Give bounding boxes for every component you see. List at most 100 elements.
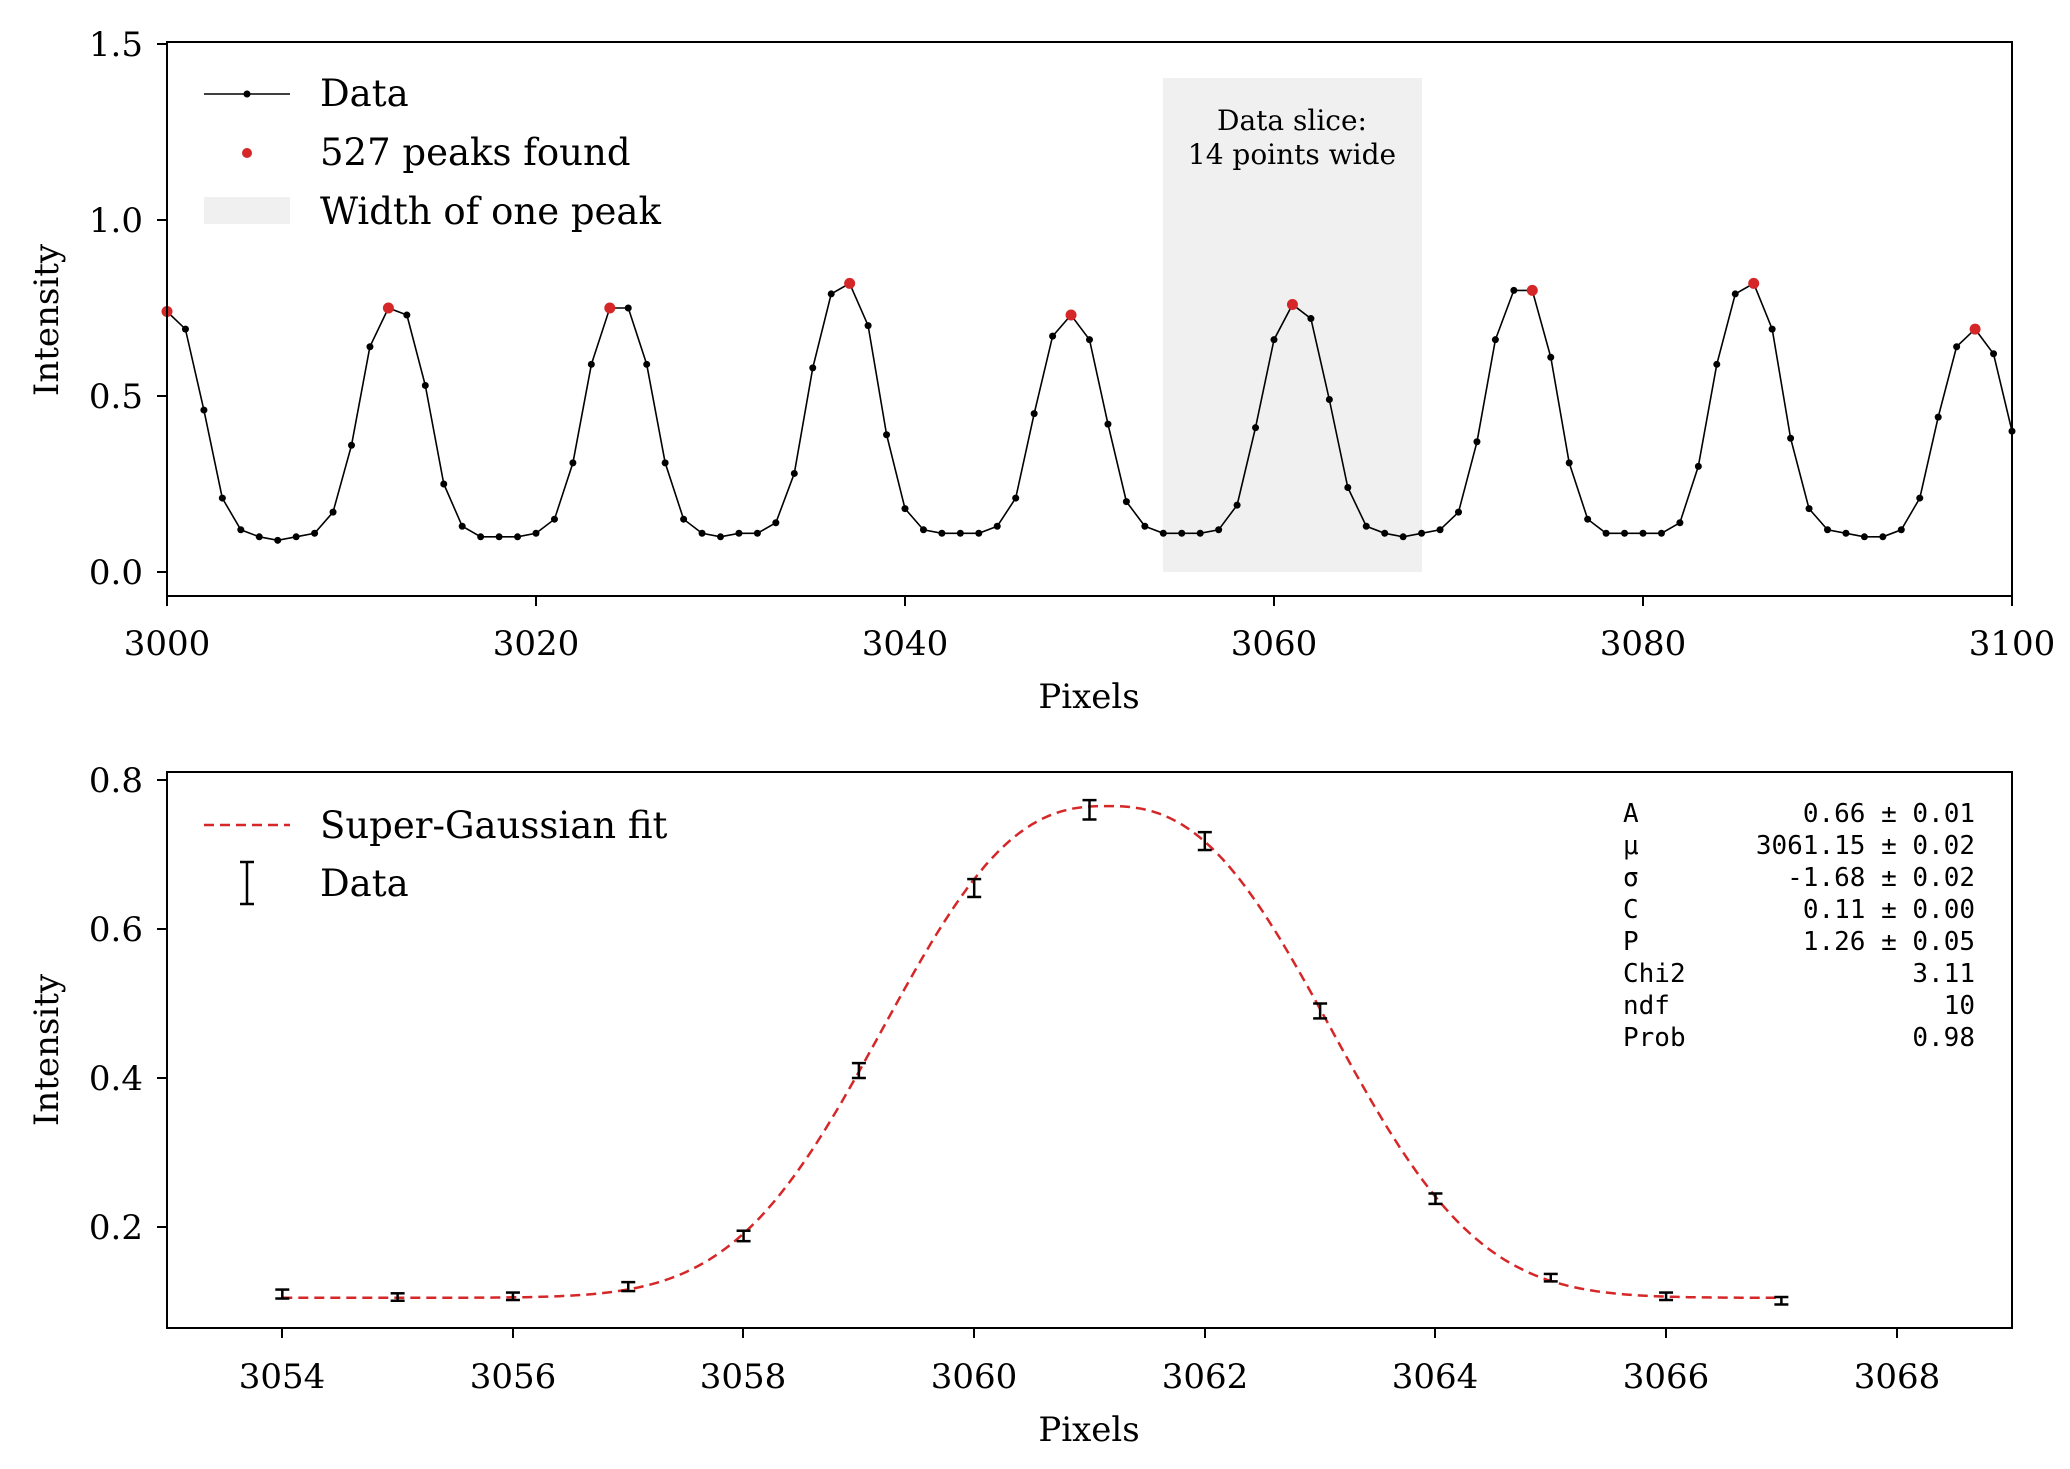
data-line [166,282,2013,542]
stat-value: 0.98 [1912,1023,1975,1053]
data-point [698,529,706,537]
data-point [292,533,300,541]
data-point [883,431,891,439]
data-point [1510,286,1518,294]
peak-marker [1748,277,1760,289]
data-point [1676,519,1684,527]
legend-band-swatch [204,197,290,224]
bottom-xaxis-label: Pixels [1038,1410,1139,1450]
bottom-ytick-label: 0.6 [89,910,143,950]
bottom-xtick-label: 3054 [239,1357,326,1397]
data-point [1215,526,1223,534]
data-point [348,441,355,449]
data-point [1602,529,1610,537]
bottom-panel: 3054 3056 3058 3060 3062 3064 3066 3068 … [27,761,2013,1450]
error-bar-point [1197,830,1212,852]
data-point [1824,526,1831,534]
data-point [790,469,798,477]
top-panel: 3000 3020 3040 3060 3080 3100 0.0 0.5 1.… [27,25,2055,717]
data-point [1916,494,1924,502]
bottom-xtick-label: 3058 [700,1357,787,1397]
bottom-xtick-label: 3060 [931,1357,1018,1397]
data-point [753,529,761,537]
legend-label-peaks: 527 peaks found [320,131,631,174]
data-point [901,505,909,513]
stat-value: 0.11 ± 0.00 [1803,895,1975,925]
top-ytick-label: 0.5 [89,377,143,417]
bottom-series-layer [275,798,1789,1306]
top-ytick-label: 1.5 [89,25,143,65]
stat-label: μ [1623,831,1639,861]
error-bar-point [736,1229,751,1243]
data-point [421,381,429,389]
error-bar-point [1543,1272,1558,1283]
top-xtick-label: 3020 [493,624,580,664]
top-plot-frame [166,41,2013,597]
error-bar-point [621,1280,636,1293]
error-bar-point [505,1291,520,1302]
error-bar-point [1313,1002,1328,1020]
error-bar-point [1428,1192,1443,1206]
data-point [311,529,319,537]
data-point [1768,325,1776,333]
peak-marker [1969,323,1981,335]
error-bar-point [275,1288,290,1300]
data-point [1399,533,1407,541]
bottom-ytick-label: 0.2 [89,1208,143,1248]
bottom-plot-frame [166,771,2013,1329]
data-point [827,290,835,298]
peak-marker [844,277,856,289]
stat-label: A [1623,799,1639,829]
data-point [1565,459,1573,467]
data-point [477,533,485,541]
peak-marker [1286,298,1298,310]
top-ytick-label: 0.0 [89,553,143,593]
data-point [200,406,208,414]
stat-value: 1.26 ± 0.05 [1803,927,1975,957]
bottom-xtick-label: 3066 [1623,1357,1710,1397]
data-point [1842,529,1850,537]
stat-label: C [1623,895,1639,925]
data-point [1086,336,1093,344]
data-point [458,522,466,530]
data-point [237,526,245,534]
data-point [717,533,724,541]
stat-label: Prob [1623,1023,1686,1053]
data-point [1233,501,1241,509]
bottom-xtick-label: 3068 [1854,1357,1941,1397]
data-point [587,360,595,368]
data-point [1694,462,1702,470]
data-point [661,459,669,467]
bottom-xtick-label: 3056 [470,1357,557,1397]
fit-stats-box: A 0.66 ± 0.01 μ 3061.15 ± 0.02 σ -1.68 ±… [1623,799,1975,1053]
error-bar-point [967,877,982,899]
data-point [1196,529,1204,537]
data-point [772,519,780,527]
peak-marker [1526,284,1538,296]
bottom-ytick-label: 0.4 [89,1059,143,1099]
data-point [993,522,1001,530]
legend-peak-marker [242,148,252,158]
data-point [1178,529,1186,537]
data-point [1731,290,1739,298]
data-point [1657,529,1665,537]
bottom-yaxis-label: Intensity [27,973,67,1126]
data-point [1307,315,1315,323]
legend-label-fit: Super-Gaussian fit [320,804,668,847]
top-xtick-label: 3060 [1231,624,1318,664]
data-point [1953,343,1961,351]
data-point [569,459,577,467]
peak-marker [1065,309,1077,321]
data-point [532,529,540,537]
data-point [1547,353,1555,361]
top-ytick-label: 1.0 [89,201,143,241]
data-point [1325,396,1333,404]
data-point [1362,522,1370,530]
error-bar-point [390,1292,405,1303]
data-point [1104,420,1112,428]
error-bar-point [1774,1295,1789,1306]
data-point [1030,410,1038,418]
data-point [1381,529,1389,537]
data-point [1713,360,1721,368]
data-point [1621,529,1629,537]
